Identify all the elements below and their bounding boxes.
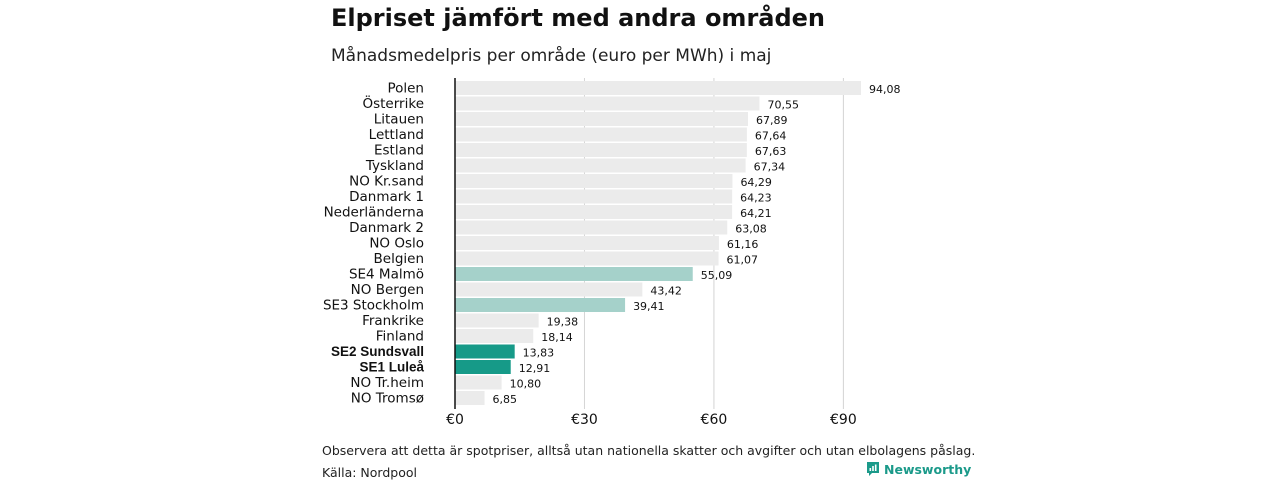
category-label: Frankrike <box>362 313 424 329</box>
bar <box>455 329 534 343</box>
source-label: Källa: Nordpool <box>322 465 417 480</box>
bar <box>455 205 733 219</box>
category-label: SE3 Stockholm <box>323 298 424 314</box>
chart-title: Elpriset jämfört med andra områden <box>331 4 826 32</box>
axis-layer: €0 €30 €60 €90 <box>446 78 857 428</box>
category-label: Tyskland <box>365 158 424 174</box>
x-tick-label: €30 <box>571 412 598 428</box>
category-label: Nederländerna <box>324 205 424 221</box>
bar <box>455 282 643 297</box>
category-label: SE1 Luleå <box>359 360 424 375</box>
chart-subtitle: Månadsmedelpris per område (euro per MWh… <box>331 46 772 66</box>
bar <box>455 127 747 142</box>
value-label: 64,23 <box>740 192 772 205</box>
category-label: NO Tr.heim <box>350 375 424 391</box>
category-label: Estland <box>374 143 424 159</box>
category-label: Österrike <box>362 94 424 112</box>
bar <box>455 174 733 188</box>
value-label: 55,09 <box>701 269 733 282</box>
value-label: 67,89 <box>756 114 788 127</box>
bar <box>455 220 728 235</box>
x-tick-label: €0 <box>446 412 464 428</box>
bar <box>455 360 511 374</box>
bar <box>455 112 748 126</box>
value-label: 12,91 <box>519 362 551 375</box>
value-label: 94,08 <box>869 83 901 96</box>
category-label: Danmark 2 <box>349 220 424 236</box>
bar <box>455 391 485 405</box>
bar <box>455 298 626 312</box>
category-label: Lettland <box>369 127 424 143</box>
value-label: 67,63 <box>755 145 787 158</box>
category-label: Belgien <box>374 251 425 267</box>
category-label: Finland <box>376 329 424 345</box>
bar <box>455 375 502 390</box>
category-label: NO Tromsø <box>351 391 424 407</box>
bar <box>455 344 515 359</box>
value-label: 18,14 <box>541 331 573 344</box>
bar <box>455 158 746 173</box>
category-label: Polen <box>387 81 424 97</box>
bar <box>455 189 733 204</box>
value-label: 39,41 <box>633 300 665 313</box>
bar <box>455 96 760 111</box>
category-label: NO Bergen <box>351 282 424 298</box>
category-label: NO Oslo <box>369 236 424 252</box>
bar <box>455 236 719 250</box>
bar <box>455 313 539 328</box>
bar-chart: Polen 94,08 Österrike 70,55 Litauen 67,89 Lett… <box>323 78 901 428</box>
brand-name: Newsworthy <box>884 461 972 477</box>
value-label: 43,42 <box>650 285 682 298</box>
bar <box>455 267 693 281</box>
category-label: NO Kr.sand <box>349 174 424 190</box>
value-label: 61,16 <box>727 238 759 251</box>
x-tick-label: €90 <box>830 412 857 428</box>
newsworthy-logo-icon <box>867 462 879 476</box>
value-label: 70,55 <box>767 99 799 112</box>
value-label: 6,85 <box>493 393 518 406</box>
x-tick-label: €60 <box>701 412 728 428</box>
value-label: 61,07 <box>727 254 759 267</box>
value-label: 63,08 <box>735 223 767 236</box>
value-label: 67,34 <box>754 161 786 174</box>
value-label: 13,83 <box>523 347 555 360</box>
bar <box>455 143 747 157</box>
value-label: 10,80 <box>510 378 542 391</box>
value-label: 67,64 <box>755 130 787 143</box>
category-label: SE4 Malmö <box>349 267 424 283</box>
brand-logo[interactable]: Newsworthy <box>866 461 971 477</box>
value-label: 19,38 <box>547 316 579 329</box>
bars-layer <box>455 81 861 405</box>
category-label: Danmark 1 <box>349 189 424 205</box>
bar <box>455 81 861 95</box>
category-label: SE2 Sundsvall <box>331 344 424 359</box>
labels-layer: Polen 94,08 Österrike 70,55 Litauen 67,89 Lett… <box>323 81 901 407</box>
footnote: Observera att detta är spotpriser, allts… <box>322 443 976 458</box>
value-label: 64,21 <box>740 207 772 220</box>
value-label: 64,29 <box>740 176 772 189</box>
category-label: Litauen <box>374 112 424 128</box>
bar <box>455 251 719 266</box>
